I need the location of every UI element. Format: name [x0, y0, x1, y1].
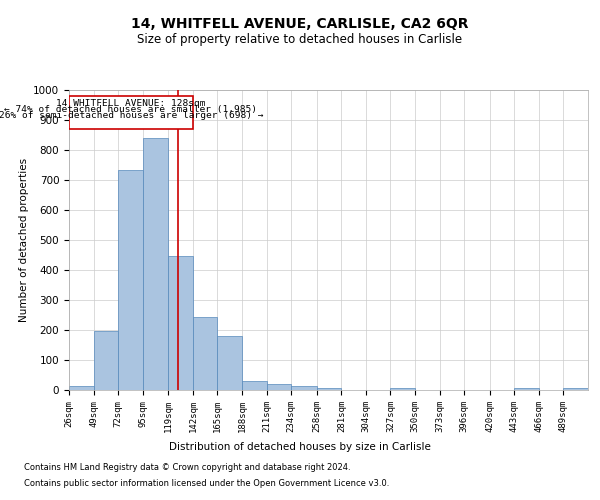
Bar: [94, 331, 118, 390]
Text: Contains HM Land Registry data © Crown copyright and database right 2024.: Contains HM Land Registry data © Crown c…: [24, 464, 350, 472]
Bar: [391, 388, 415, 390]
Bar: [242, 381, 266, 390]
Bar: [317, 388, 341, 390]
Bar: [169, 256, 193, 390]
Bar: [69, 96, 193, 129]
Bar: [143, 138, 169, 390]
Text: 14 WHITFELL AVENUE: 128sqm: 14 WHITFELL AVENUE: 128sqm: [56, 99, 206, 108]
Bar: [118, 170, 143, 390]
Text: Contains public sector information licensed under the Open Government Licence v3: Contains public sector information licen…: [24, 478, 389, 488]
Bar: [69, 386, 94, 390]
Text: Size of property relative to detached houses in Carlisle: Size of property relative to detached ho…: [137, 32, 463, 46]
Bar: [193, 318, 217, 390]
Text: Distribution of detached houses by size in Carlisle: Distribution of detached houses by size …: [169, 442, 431, 452]
Bar: [563, 388, 588, 390]
Y-axis label: Number of detached properties: Number of detached properties: [19, 158, 29, 322]
Bar: [291, 386, 317, 390]
Bar: [217, 336, 242, 390]
Text: 14, WHITFELL AVENUE, CARLISLE, CA2 6QR: 14, WHITFELL AVENUE, CARLISLE, CA2 6QR: [131, 18, 469, 32]
Text: ← 74% of detached houses are smaller (1,985): ← 74% of detached houses are smaller (1,…: [4, 105, 257, 114]
Bar: [266, 384, 291, 390]
Bar: [514, 388, 539, 390]
Text: 26% of semi-detached houses are larger (698) →: 26% of semi-detached houses are larger (…: [0, 111, 263, 120]
